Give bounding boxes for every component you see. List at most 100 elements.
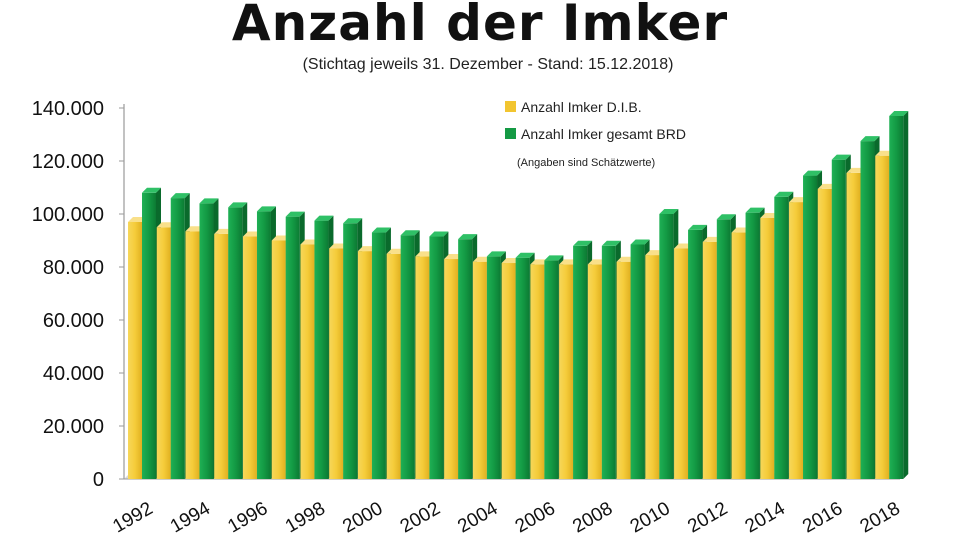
legend: Anzahl Imker D.I.B. Anzahl Imker gesamt … bbox=[505, 99, 686, 169]
bar-brd-top bbox=[745, 207, 765, 213]
bar-brd-top bbox=[544, 255, 564, 261]
bar-brd-top bbox=[486, 251, 506, 257]
legend-swatch-dib bbox=[505, 101, 516, 112]
y-tick-label: 40.000 bbox=[43, 363, 104, 385]
bar-brd bbox=[343, 223, 358, 479]
bar-brd-top bbox=[573, 240, 593, 246]
bar-dib bbox=[128, 221, 142, 479]
bar-brd bbox=[774, 196, 789, 479]
bar-dib bbox=[645, 255, 660, 479]
x-tick-label: 2010 bbox=[627, 498, 674, 537]
bar-brd bbox=[831, 159, 846, 480]
bar-brd bbox=[371, 232, 386, 479]
bar-brd-top bbox=[142, 187, 161, 193]
y-tick-label: 80.000 bbox=[43, 257, 104, 279]
bar-brd-top bbox=[688, 224, 708, 230]
bar-brd-top bbox=[774, 191, 794, 197]
bar-brd bbox=[716, 219, 731, 480]
bar-dib bbox=[789, 202, 804, 479]
bar-dib bbox=[559, 264, 574, 479]
bar-dib bbox=[587, 264, 602, 479]
bar-brd bbox=[170, 198, 185, 479]
bar-brd bbox=[285, 216, 300, 479]
bar-dib bbox=[156, 227, 171, 479]
bar-brd bbox=[630, 244, 645, 479]
bar-brd bbox=[860, 141, 875, 479]
y-tick-label: 120.000 bbox=[32, 151, 104, 173]
x-tick-label: 2016 bbox=[799, 498, 846, 537]
bar-dib bbox=[300, 244, 315, 479]
legend-label-dib: Anzahl Imker D.I.B. bbox=[521, 99, 642, 115]
bar-brd-top bbox=[256, 206, 276, 212]
bar-dib bbox=[472, 261, 487, 479]
x-tick-label: 1994 bbox=[167, 498, 214, 538]
x-tick-label: 2012 bbox=[684, 498, 731, 537]
x-tick-label: 1998 bbox=[282, 498, 329, 537]
bar-brd bbox=[544, 260, 559, 479]
bar-brd bbox=[199, 203, 214, 479]
bar-dib bbox=[616, 261, 631, 479]
bar-dib bbox=[501, 263, 516, 479]
x-tick-label: 2000 bbox=[339, 498, 386, 537]
bar-dib bbox=[214, 233, 229, 479]
estimate-note: (Angaben sind Schätzwerte) bbox=[517, 157, 655, 169]
bar-brd bbox=[745, 212, 760, 480]
bar-brd bbox=[256, 211, 271, 479]
bar-brd-top bbox=[630, 239, 650, 245]
bar-dib bbox=[415, 256, 430, 479]
x-tick-label: 1996 bbox=[224, 498, 271, 537]
bar-dib bbox=[817, 188, 832, 479]
y-tick-label: 20.000 bbox=[43, 416, 104, 438]
bar-brd-top bbox=[659, 209, 679, 214]
bar-brd-top bbox=[228, 202, 248, 208]
bar-dib bbox=[731, 232, 746, 479]
x-tick-label: 2018 bbox=[857, 498, 904, 537]
bar-brd-top bbox=[458, 234, 478, 240]
bar-brd bbox=[601, 245, 616, 479]
bar-brd bbox=[515, 257, 530, 479]
y-tick-label: 140.000 bbox=[32, 98, 104, 120]
bar-brd-top bbox=[400, 230, 420, 236]
x-tick-label: 2008 bbox=[569, 498, 616, 537]
bar-dib bbox=[702, 241, 717, 479]
bar-dib bbox=[530, 264, 545, 479]
bar-brd bbox=[314, 220, 329, 479]
bar-brd bbox=[486, 256, 501, 479]
bar-dib bbox=[185, 231, 200, 479]
bar-brd-top bbox=[803, 170, 823, 176]
bar-dib bbox=[760, 217, 775, 479]
y-tick-label: 100.000 bbox=[32, 204, 104, 226]
bar-brd-top bbox=[889, 110, 909, 116]
bar-brd bbox=[573, 245, 588, 479]
bar-brd bbox=[659, 214, 674, 479]
x-tick-label: 2004 bbox=[454, 498, 501, 538]
bar-brd bbox=[889, 115, 904, 479]
x-tick-label: 2014 bbox=[742, 498, 789, 538]
bar-brd bbox=[142, 192, 156, 480]
bar-brd bbox=[458, 239, 473, 479]
y-tick-label: 60.000 bbox=[43, 310, 104, 332]
x-tick-label: 1992 bbox=[109, 498, 156, 537]
bar-dib bbox=[329, 248, 344, 479]
x-tick-label: 2002 bbox=[397, 498, 444, 537]
bar-brd-top bbox=[343, 218, 363, 224]
y-tick-label: 0 bbox=[93, 469, 104, 491]
bars bbox=[128, 110, 909, 480]
bar-dib bbox=[271, 240, 286, 479]
bar-brd bbox=[400, 235, 415, 479]
bar-dib bbox=[875, 155, 890, 479]
bar-dib bbox=[846, 172, 861, 480]
bar-brd-top bbox=[860, 136, 880, 142]
bar-brd-top bbox=[285, 211, 305, 217]
bar-dib bbox=[242, 236, 257, 479]
x-tick-label: 2006 bbox=[512, 498, 559, 537]
legend-swatch-brd bbox=[505, 128, 516, 139]
bar-brd bbox=[688, 229, 703, 479]
legend-label-brd: Anzahl Imker gesamt BRD bbox=[521, 126, 686, 142]
bar-brd-side bbox=[903, 110, 909, 479]
chart-title: Anzahl der Imker bbox=[231, 0, 729, 52]
bar-dib bbox=[357, 251, 372, 479]
bar-dib bbox=[386, 253, 401, 479]
chart-subtitle: (Stichtag jeweils 31. Dezember - Stand: … bbox=[302, 56, 674, 73]
